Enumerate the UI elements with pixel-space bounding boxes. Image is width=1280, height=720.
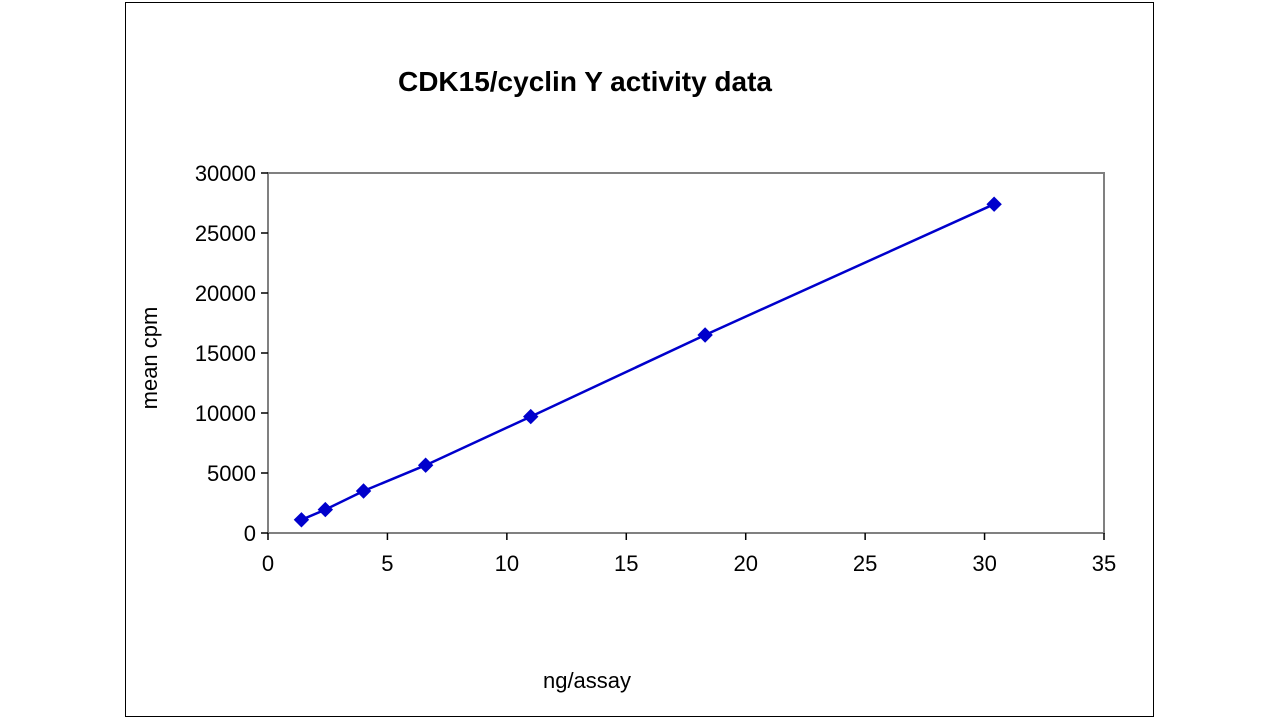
x-tick-label: 10: [495, 551, 519, 576]
y-axis-label: mean cpm: [137, 307, 162, 410]
x-tick-label: 5: [381, 551, 393, 576]
y-tick-label: 10000: [195, 401, 256, 426]
x-tick-label: 25: [853, 551, 877, 576]
x-tick-label: 35: [1092, 551, 1116, 576]
data-point: [986, 196, 1002, 212]
data-point: [523, 408, 539, 425]
y-tick-label: 5000: [207, 461, 256, 486]
x-tick-label: 20: [733, 551, 757, 576]
data-markers: [293, 196, 1002, 528]
y-tick-label: 20000: [195, 281, 256, 306]
data-point: [697, 327, 713, 343]
data-point: [317, 501, 334, 518]
x-tick-label: 15: [614, 551, 638, 576]
chart-title: CDK15/cyclin Y activity data: [398, 66, 772, 97]
x-axis: 0 5 10 15 20 25 30 35: [262, 533, 1116, 576]
y-axis: 0 5000 10000 15000 20000 25000 30000: [195, 161, 268, 546]
x-tick-label: 0: [262, 551, 274, 576]
data-point: [293, 512, 310, 528]
y-tick-label: 0: [244, 521, 256, 546]
data-point: [355, 483, 372, 499]
y-tick-label: 15000: [195, 341, 256, 366]
y-tick-label: 30000: [195, 161, 256, 186]
y-tick-label: 25000: [195, 221, 256, 246]
x-axis-label: ng/assay: [543, 668, 631, 693]
data-point: [417, 457, 434, 473]
x-tick-label: 30: [972, 551, 996, 576]
